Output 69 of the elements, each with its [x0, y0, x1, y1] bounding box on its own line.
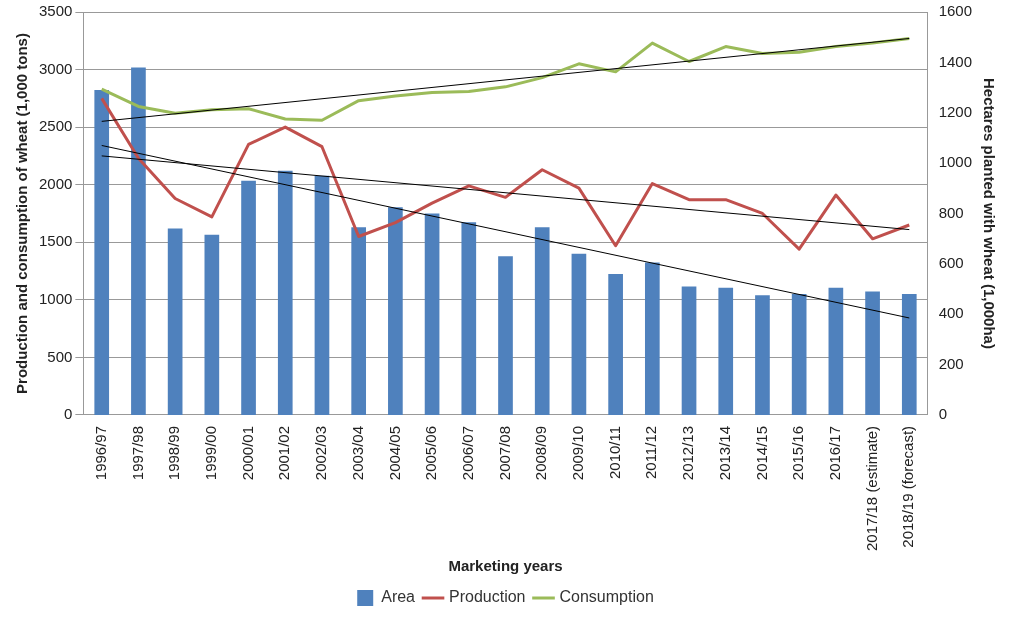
bar [534, 227, 550, 415]
bar [241, 180, 256, 415]
x-tick-label: 2018/19 (forecast) [899, 425, 917, 548]
bar [755, 295, 770, 415]
y-tick-label: 1500 [38, 232, 73, 250]
x-tick-label: 2008/09 [532, 425, 550, 481]
y-tick-label: 0 [64, 405, 73, 423]
x-tick-label: 2004/05 [385, 425, 403, 481]
x-tick-label: 2014/15 [752, 425, 770, 481]
x-tick-label: 2003/04 [348, 425, 366, 481]
bar [424, 213, 440, 415]
y2-axis-title: Hectares planted with wheat (1,000ha) [980, 78, 998, 349]
bar [828, 287, 844, 415]
legend-label: Area [381, 588, 416, 606]
x-tick-label: 1998/99 [165, 425, 183, 481]
y-tick-label: 3500 [38, 2, 73, 20]
bar [571, 253, 587, 415]
x-tick-label: 1999/00 [201, 425, 219, 481]
x-tick-label: 2015/16 [789, 425, 807, 481]
x-tick-label: 1997/98 [128, 425, 146, 481]
legend-label: Consumption [559, 588, 654, 606]
bar [131, 67, 146, 415]
y-axis-title: Production and consumption of wheat (1,000 tons) [13, 33, 31, 394]
x-tick-label: 2002/03 [312, 425, 330, 481]
bar [608, 273, 623, 415]
x-tick-label: 2005/06 [422, 425, 440, 481]
legend-label: Production [449, 588, 526, 606]
bar [498, 256, 513, 415]
x-tick-label: 2016/17 [826, 425, 843, 481]
y2-tick-label: 400 [938, 304, 964, 322]
bar [681, 286, 697, 415]
x-tick-label: 2001/02 [275, 425, 293, 481]
y-tick-label: 500 [47, 347, 73, 365]
y-tick-label: 2000 [38, 174, 73, 192]
y2-tick-label: 200 [938, 354, 964, 372]
bar [388, 207, 403, 415]
bar [277, 170, 293, 415]
x-tick-label: 2017/18 (estimate) [862, 425, 880, 552]
y2-tick-label: 800 [938, 203, 964, 221]
bar [314, 175, 330, 415]
y2-tick-label: 0 [938, 405, 947, 423]
y2-tick-label: 600 [938, 253, 964, 271]
x-tick-label: 2007/08 [495, 425, 513, 481]
bar [94, 90, 110, 415]
x-tick-label: 2013/14 [715, 425, 733, 481]
bar [718, 287, 734, 415]
x-tick-label: 2012/13 [679, 425, 697, 481]
x-axis-title: Marketing years [448, 557, 563, 575]
y2-tick-label: 1200 [938, 102, 973, 120]
bar [167, 228, 183, 415]
x-tick-label: 2006/07 [458, 425, 476, 481]
y-tick-label: 1000 [38, 289, 73, 307]
bar [644, 262, 660, 415]
x-tick-label: 2009/10 [569, 425, 587, 481]
y2-tick-label: 1600 [938, 2, 973, 20]
bar [204, 234, 220, 415]
y2-tick-label: 1400 [938, 52, 973, 70]
bar [901, 294, 917, 415]
bar [865, 291, 880, 415]
bar [351, 227, 367, 415]
bar [791, 294, 807, 415]
y-tick-label: 3000 [38, 59, 73, 77]
x-tick-label: 2000/01 [238, 425, 256, 481]
x-tick-label: 2011/12 [642, 425, 660, 480]
bar [461, 222, 477, 415]
y-tick-label: 2500 [38, 117, 73, 135]
x-tick-label: 2010/11 [605, 425, 623, 480]
y2-tick-label: 1000 [938, 153, 973, 171]
x-tick-label: 1996/97 [91, 425, 109, 481]
